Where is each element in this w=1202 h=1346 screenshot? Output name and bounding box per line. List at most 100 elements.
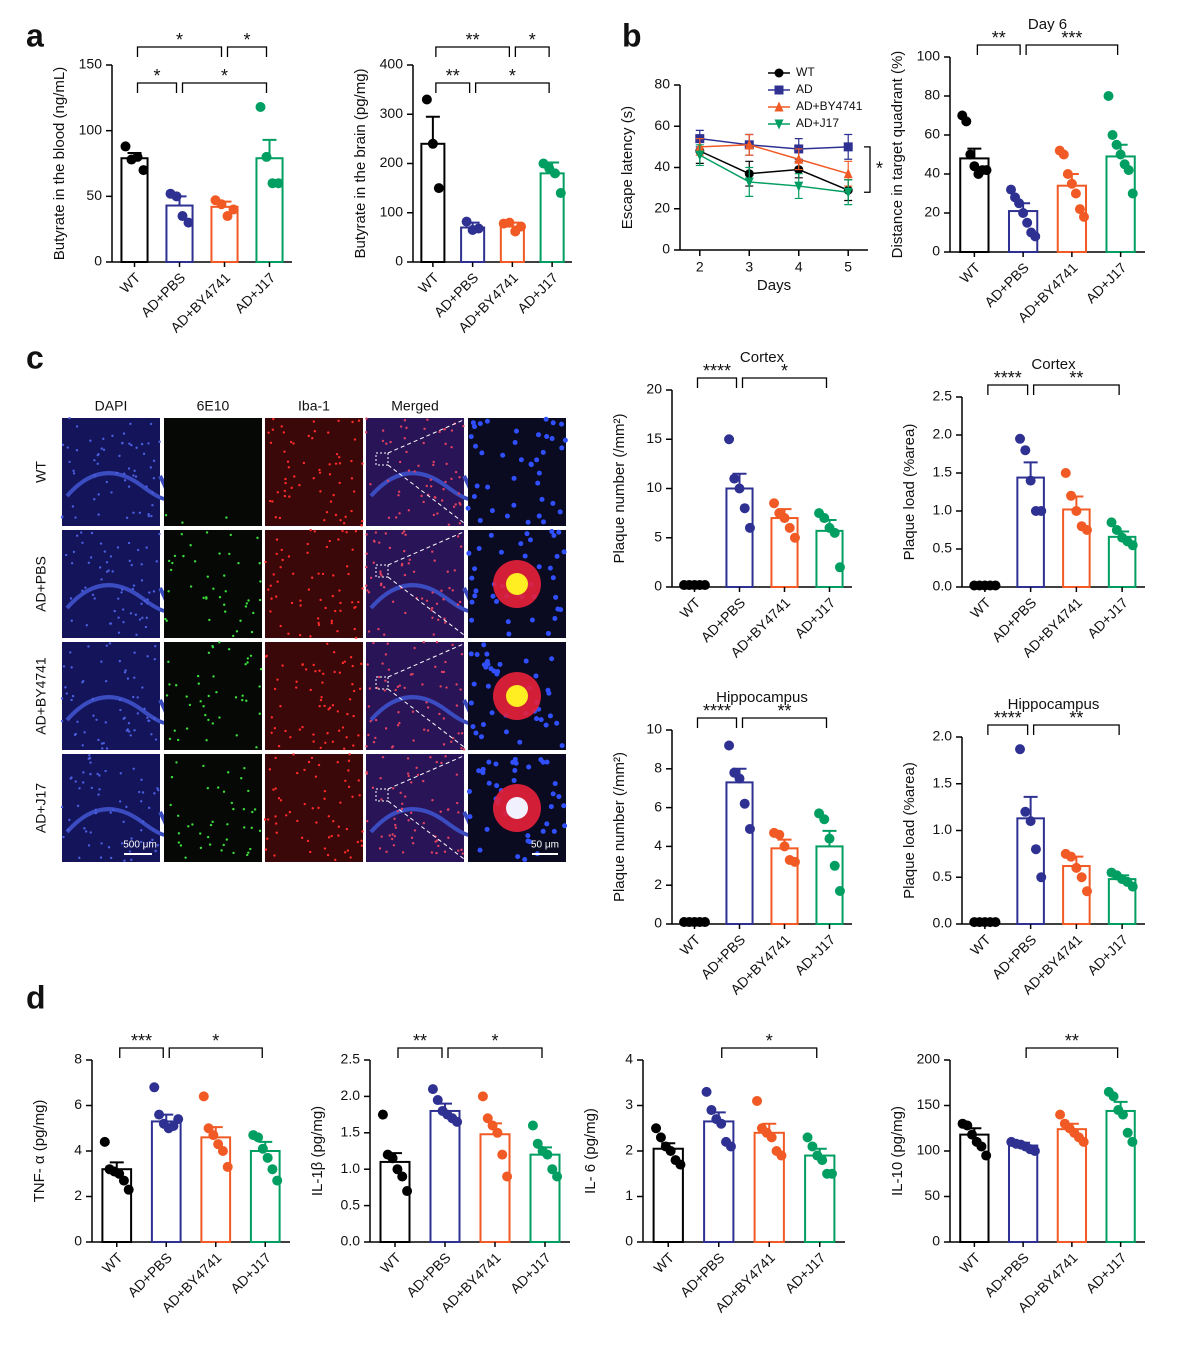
data-point [377,1109,388,1120]
y-tick-label: 1.5 [933,464,953,480]
cell-dot [89,772,92,776]
data-point [217,1146,228,1156]
cell-dot [147,512,150,516]
cell-dot [288,495,291,498]
cell-dot [170,775,174,779]
cell-dot [328,706,332,710]
bar [804,1154,836,1244]
data-point [724,434,735,445]
data-point [532,1138,543,1149]
cell-dot [173,729,176,732]
cell-dot [140,563,143,566]
y-tick-label: 2.0 [933,728,953,744]
y-tick-label: 0 [654,915,662,931]
data-point [962,1120,973,1131]
y-axis-label: IL-1β (pg/mg) [309,1106,326,1196]
cell-dot [324,741,327,744]
data-point [969,161,980,172]
cell-dot [468,651,474,657]
y-tick-label: 60 [654,117,670,133]
cell-dot [298,483,301,487]
cell-dot [232,634,235,638]
cell-dot [112,808,115,812]
data-point [427,1084,438,1095]
cell-dot [333,609,337,613]
significance-bracket [721,1047,818,1058]
data-point [829,527,840,538]
cell-dot [460,746,463,750]
cell-dot [211,645,215,649]
bar [1062,508,1091,589]
cell-dot [471,681,477,687]
cell-dot [243,766,246,770]
data-point [990,580,1001,591]
cell-dot [148,840,152,844]
x-tick-label: AD+PBS [981,1249,1032,1300]
cell-dot [384,653,388,656]
data-point [123,1184,134,1195]
cell-dot [189,544,192,547]
cell-dot [69,777,72,780]
cell-dot [334,858,337,862]
cell-dot [403,419,407,422]
x-tick-label: WT [677,931,704,958]
y-tick-label: 4 [74,1142,82,1158]
y-tick-label: 100 [380,203,404,219]
cell-dot [342,747,346,750]
cell-dot [394,826,398,829]
cell-dot [367,630,371,633]
cell-dot [413,829,417,832]
panel-label: c [26,339,44,375]
data-point [550,168,561,179]
cell-dot [517,739,523,745]
cell-dot [127,730,131,733]
cell-dot [299,599,302,602]
cell-dot [84,586,87,589]
cell-dot [326,642,329,645]
cell-dot [351,664,354,668]
cell-dot [94,808,97,812]
data-point [826,1168,837,1179]
cell-dot [212,587,215,590]
x-tick-label: 4 [795,259,803,275]
y-tick-label: 2.5 [341,1051,361,1067]
cell-dot [193,560,197,563]
cell-dot [350,477,354,480]
cell-dot [471,493,477,499]
cell-dot [123,859,126,862]
cell-dot [392,844,396,847]
cell-dot [247,851,250,854]
cell-dot [412,570,416,574]
cell-dot [455,773,459,776]
cell-dot [396,685,400,689]
zoom-box [375,452,389,466]
cell-dot [78,856,81,860]
cell-dot [89,556,93,559]
y-tick-label: 100 [79,121,103,137]
cell-dot [361,462,364,465]
cell-dot [75,448,79,452]
cell-dot [250,630,254,634]
cell-dot [360,524,363,527]
cell-dot [386,479,390,482]
data-point [1018,208,1029,218]
cell-dot [89,439,92,442]
cell-dot [90,786,94,790]
data-point [542,1149,553,1160]
cell-dot [164,514,168,517]
cell-dot [345,565,349,568]
cell-dot [61,443,65,447]
cell-dot [143,707,146,711]
column-label: 6E10 [197,398,230,414]
cell-dot [468,434,474,440]
cell-dot [176,738,180,742]
cell-dot [158,532,161,536]
cell-dot [372,641,375,645]
significance-label: *** [1061,28,1082,48]
cell-dot [97,493,100,496]
cell-dot [410,836,414,839]
cell-dot [446,808,450,811]
cell-dot [456,603,460,606]
cell-dot [473,588,479,594]
cell-dot [372,539,376,542]
